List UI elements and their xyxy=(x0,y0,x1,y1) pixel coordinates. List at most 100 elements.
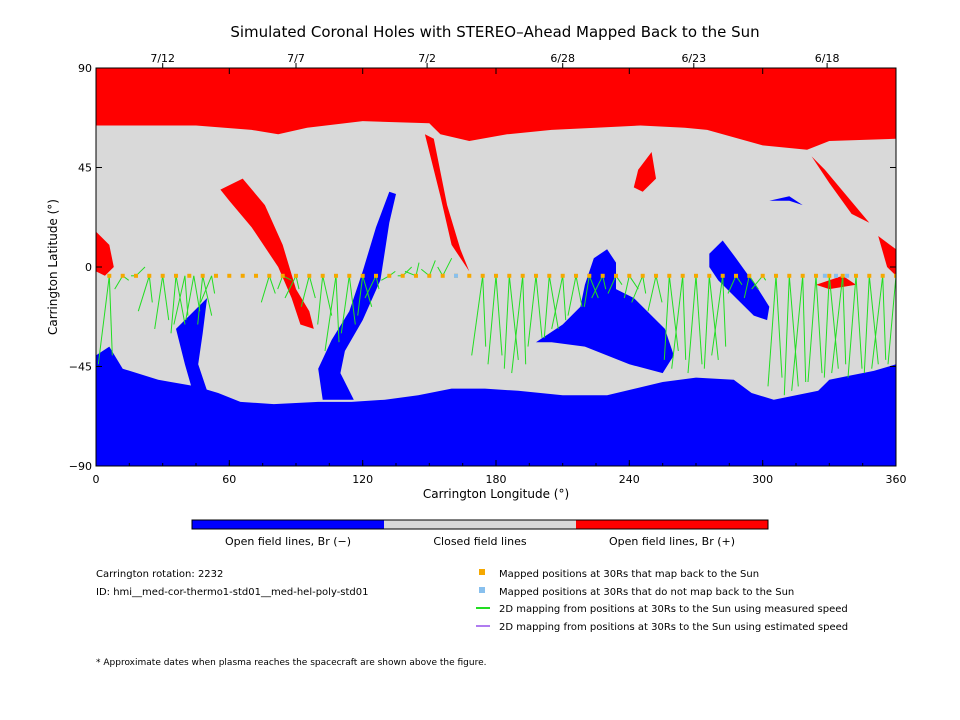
mapped-point xyxy=(214,273,218,278)
measured-mapping-line xyxy=(668,275,679,352)
mapped-point xyxy=(307,273,312,278)
measured-mapping-line xyxy=(887,275,896,365)
measured-mapping-line xyxy=(300,275,310,307)
measured-mapping-line xyxy=(503,275,510,369)
measured-mapping-line xyxy=(807,275,817,383)
mapped-point xyxy=(480,273,485,278)
top-date-axis: 7/12 7/7 7/2 6/28 6/23 6/18 xyxy=(150,52,839,68)
date-label: 6/28 xyxy=(550,52,575,65)
colorbar-frame xyxy=(191,519,769,530)
measured-mapping-line xyxy=(324,275,337,352)
measured-mapping-line xyxy=(575,275,583,307)
measured-mapping-line xyxy=(508,275,519,360)
legend: Mapped positions at 30Rs that map back t… xyxy=(476,569,848,633)
positive-open-region-6 xyxy=(96,231,114,276)
measured-mapping-line xyxy=(748,275,759,290)
mapped-point xyxy=(854,273,858,278)
measured-mapping-line xyxy=(623,275,630,299)
x-tick-label: 0 xyxy=(93,473,100,486)
measured-mapping-line xyxy=(695,275,703,365)
mapped-point xyxy=(774,273,778,278)
measured-mapping-line xyxy=(708,275,719,360)
positive-open-region-3 xyxy=(811,156,870,223)
measured-mapping-line xyxy=(751,275,764,290)
y-axis: 90 45 0 −45 −90 xyxy=(69,62,896,473)
mapped-point xyxy=(814,273,818,278)
mapped-point xyxy=(840,273,845,278)
footnote: * Approximate dates when plasma reaches … xyxy=(96,658,487,668)
measured-mapping-line xyxy=(170,275,177,334)
positive-open-region-0 xyxy=(220,178,314,329)
measured-mapping-line xyxy=(722,275,727,347)
date-label: 6/18 xyxy=(815,52,840,65)
measured-mapping-line xyxy=(868,275,879,365)
date-label: 6/23 xyxy=(681,52,706,65)
legend-marker-unmapped xyxy=(479,587,485,593)
measured-mapping-line xyxy=(522,275,527,365)
measured-mapping-line xyxy=(308,275,316,299)
measured-mapping-line xyxy=(655,275,663,303)
mapped-point xyxy=(494,273,498,278)
x-tick-label: 300 xyxy=(752,473,773,486)
mapped-point xyxy=(787,273,792,278)
colorbar-negative xyxy=(192,520,384,529)
y-tick-label: −90 xyxy=(69,460,92,473)
legend-label-estimated: 2D mapping from positions at 30Rs to the… xyxy=(499,622,848,633)
y-axis-label: Carrington Latitude (°) xyxy=(46,199,60,335)
measured-mapping-line xyxy=(775,275,783,378)
date-label: 7/2 xyxy=(418,52,436,65)
measured-mapping-line xyxy=(551,275,564,330)
measured-mapping-line xyxy=(847,275,857,378)
mapped-point xyxy=(400,273,405,278)
mapped-point xyxy=(334,273,338,278)
mapped-point xyxy=(520,273,525,278)
unmapped-point xyxy=(822,273,827,278)
measured-mapping-line xyxy=(415,262,420,276)
unmapped-point xyxy=(454,273,458,278)
synoptic-map xyxy=(96,68,896,466)
measured-mapping-line xyxy=(802,275,807,383)
measured-mapping-line xyxy=(148,275,153,303)
measured-mapping-line xyxy=(671,275,684,369)
date-label: 7/7 xyxy=(287,52,305,65)
measured-mapping-line xyxy=(295,275,300,290)
mapped-point xyxy=(627,273,632,278)
unmapped-point xyxy=(845,273,850,278)
measured-mapping-line xyxy=(783,275,790,396)
measured-mapping-line xyxy=(335,275,340,343)
measured-mapping-line xyxy=(543,275,550,338)
mapped-point xyxy=(720,273,725,278)
measured-mapping-line xyxy=(682,275,687,360)
measured-mapping-line xyxy=(863,275,870,374)
north-polar-positive-region xyxy=(96,68,896,150)
measured-mapping-line xyxy=(831,275,844,374)
coronal-hole-regions xyxy=(96,68,896,466)
mapped-point xyxy=(360,273,365,278)
measured-mapping-line xyxy=(348,275,356,325)
x-axis: 0 60 120 180 240 300 360 xyxy=(93,68,907,486)
mapped-point xyxy=(254,273,258,278)
measured-mapping-line xyxy=(364,275,377,299)
mapped-point xyxy=(374,273,378,278)
mapping-lines xyxy=(97,257,896,396)
measured-mapping-line xyxy=(535,275,543,338)
mapped-point xyxy=(574,273,578,278)
mapped-point xyxy=(894,273,896,278)
measured-mapping-line xyxy=(842,275,847,365)
mapped-point xyxy=(387,273,392,278)
negative-open-region-0 xyxy=(318,191,396,400)
colorbar-label-negative: Open field lines, Br (−) xyxy=(225,535,351,548)
measured-mapping-line xyxy=(703,275,710,369)
measured-mapping-line xyxy=(185,275,195,321)
mapped-point xyxy=(107,273,112,278)
y-tick-label: −45 xyxy=(69,361,92,374)
mapped-point xyxy=(280,273,285,278)
measured-mapping-line xyxy=(588,275,599,299)
measured-mapping-line xyxy=(284,275,297,299)
measured-mapping-line xyxy=(628,275,639,290)
negative-open-region-1 xyxy=(176,298,208,396)
colorbar: Open field lines, Br (−) Closed field li… xyxy=(191,519,769,548)
mapped-point xyxy=(600,273,605,278)
measured-mapping-line xyxy=(375,275,380,290)
positive-open-region-1 xyxy=(424,134,470,272)
